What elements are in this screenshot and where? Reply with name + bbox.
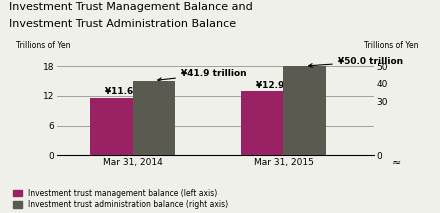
Text: Trillions of Yen: Trillions of Yen	[16, 41, 70, 50]
Text: ¥11.6 trillion: ¥11.6 trillion	[106, 87, 171, 96]
Text: ¥50.0 trillion: ¥50.0 trillion	[308, 57, 403, 67]
Text: ≈: ≈	[392, 158, 401, 168]
Text: ¥41.9 trillion: ¥41.9 trillion	[158, 69, 246, 82]
Bar	[132, 81, 175, 155]
Legend: Investment trust management balance (left axis), Investment trust administration: Investment trust management balance (lef…	[13, 189, 228, 209]
Text: ¥12.9 trillion: ¥12.9 trillion	[257, 81, 322, 90]
Text: Investment Trust Management Balance and: Investment Trust Management Balance and	[9, 2, 253, 12]
Bar	[283, 66, 326, 155]
Text: Trillions of Yen: Trillions of Yen	[364, 41, 418, 50]
Text: Investment Trust Administration Balance: Investment Trust Administration Balance	[9, 19, 236, 29]
Bar	[241, 91, 283, 155]
Bar	[90, 98, 132, 155]
